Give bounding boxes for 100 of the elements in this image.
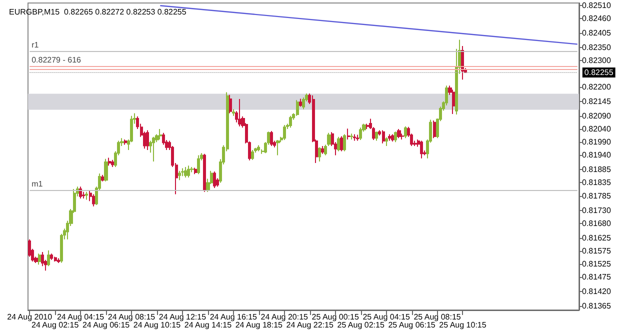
candlestick: [229, 94, 232, 114]
candlestick: [213, 170, 216, 188]
candlestick: [343, 134, 346, 152]
y-tick-label: 0.82090: [582, 111, 612, 120]
x-tick-label: 25 Aug 02:15: [337, 320, 385, 330]
candlestick: [251, 149, 254, 160]
candlestick: [197, 154, 200, 175]
y-tick-label: 0.82350: [582, 43, 612, 52]
candlestick: [47, 250, 50, 267]
x-tick-label: 24 Aug 22:15: [286, 320, 334, 330]
x-tick-label: 25 Aug 10:15: [439, 320, 487, 330]
x-tick-label: 24 Aug 06:15: [82, 320, 130, 330]
y-tick-label: 0.81940: [582, 150, 612, 160]
y-tick-label: 0.82145: [582, 96, 612, 106]
y-tick-label: 0.81835: [582, 178, 612, 188]
candlestick: [299, 98, 302, 108]
x-tick-label: 24 Aug 16:15: [210, 312, 258, 322]
x-tick-label: 25 Aug 00:15: [312, 312, 360, 322]
ref-line-label: r1: [32, 40, 40, 50]
y-tick-label: 0.82405: [582, 28, 612, 38]
x-tick-label: 24 Aug 14:15: [184, 320, 232, 330]
y-tick-label: 0.81730: [582, 206, 612, 215]
x-tick-label: 25 Aug 04:15: [362, 312, 410, 322]
candlestick: [385, 136, 388, 147]
x-tick-label: 25 Aug 06:15: [388, 320, 436, 330]
candlestick: [194, 167, 197, 175]
candlestick: [397, 128, 401, 139]
candlestick: [181, 168, 184, 177]
x-tick-label: 24 Aug 12:15: [158, 312, 207, 322]
x-tick-label: 24 Aug 08:15: [108, 312, 156, 322]
candlestick: [296, 100, 299, 116]
candlestick: [270, 130, 273, 147]
candlestick: [388, 134, 391, 142]
candlestick: [318, 146, 321, 162]
x-tick-label: 24 Aug 20:15: [260, 312, 309, 322]
candlestick: [257, 144, 260, 152]
y-tick-label: 0.82200: [582, 82, 612, 92]
candlestick: [353, 134, 356, 142]
candlestick: [420, 140, 423, 159]
x-tick-label: 24 Aug 10:15: [133, 320, 182, 330]
candlestick: [382, 130, 385, 144]
y-tick-label: 0.81680: [582, 218, 612, 228]
y-tick-label: 0.82300: [582, 56, 612, 66]
candlestick: [433, 120, 436, 139]
x-tick-label: 24 Aug 18:15: [235, 320, 284, 330]
candlestick: [41, 252, 44, 267]
candlestick: [302, 96, 305, 110]
candlestick: [54, 256, 57, 262]
candlestick: [404, 126, 407, 139]
y-tick-label: 0.82510: [582, 1, 612, 10]
candlestick: [276, 139, 280, 156]
y-tick-label: 0.82460: [582, 14, 612, 24]
candlestick: [337, 136, 340, 152]
candlestick: [28, 238, 31, 258]
candlestick: [375, 131, 378, 142]
y-tick-label: 0.82040: [582, 124, 612, 134]
candlestick: [347, 128, 350, 140]
candlestick: [283, 124, 286, 140]
candlestick: [159, 128, 162, 140]
candlestick: [321, 146, 324, 154]
candlestick: [356, 134, 359, 142]
y-tick-label: 0.81365: [582, 302, 612, 311]
text: EURGBP,M15 0.82265 0.82272 0.82253 0.82255: [9, 8, 187, 16]
candlestick: [289, 115, 292, 128]
candlestick: [178, 170, 181, 181]
y-tick-label: 0.81420: [582, 287, 612, 296]
candlestick: [104, 158, 108, 182]
candlestick: [108, 157, 111, 166]
x-tick-label: 24 Aug 2010: [7, 312, 53, 322]
candlestick: [85, 191, 88, 200]
y-tick-label: 0.81885: [582, 165, 612, 174]
y-tick-label: 0.81625: [582, 233, 612, 242]
candlestick: [101, 174, 104, 182]
y-tick-label: 0.81785: [582, 191, 612, 200]
candlestick: [452, 89, 455, 114]
candlestick: [111, 159, 114, 168]
ref-line-label: 0.82255: [584, 68, 614, 78]
candlestick: [238, 98, 241, 127]
y-tick-label: 0.81475: [582, 272, 612, 282]
candlestick: [92, 194, 95, 207]
candlestick: [327, 132, 331, 147]
candlestick: [38, 253, 41, 266]
candlestick: [391, 134, 394, 142]
candlestick: [152, 136, 155, 162]
candlestick: [350, 133, 353, 140]
x-tick-label: 24 Aug 02:15: [31, 320, 80, 330]
candlestick: [187, 165, 190, 178]
x-tick-label: 24 Aug 04:15: [56, 312, 105, 322]
y-tick-label: 0.81990: [582, 138, 612, 147]
candlestick: [203, 153, 206, 192]
candlestick: [146, 130, 149, 150]
ref-line-label: 0.82279 - 616: [32, 56, 82, 65]
y-tick-label: 0.81525: [582, 260, 612, 269]
candlestick: [124, 138, 127, 146]
candlestick: [324, 144, 327, 156]
candlestick: [359, 127, 362, 140]
candlestick: [340, 136, 343, 152]
candlestick: [50, 253, 53, 260]
candlestick: [401, 133, 404, 140]
candlestick: [184, 166, 187, 178]
